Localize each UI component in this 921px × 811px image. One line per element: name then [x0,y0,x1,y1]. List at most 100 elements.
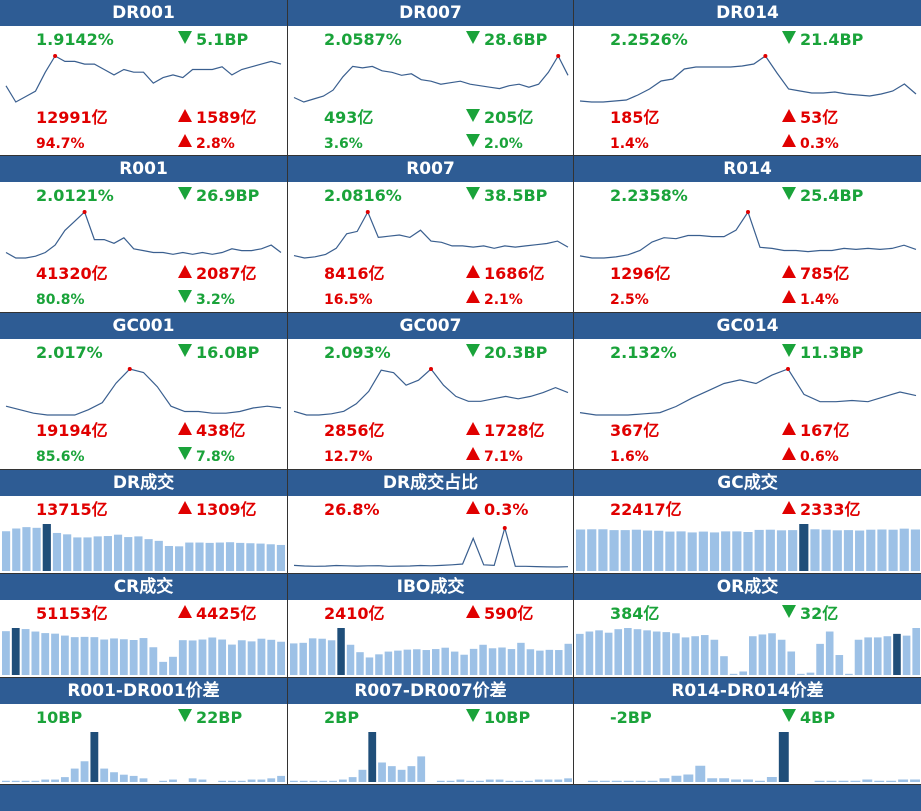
bar [290,780,298,782]
arrow-up-icon [782,265,796,278]
panel-row2-right: 785亿 [782,264,849,284]
bar [384,651,393,675]
series-line [293,210,569,259]
bar [743,532,753,571]
bar [564,643,572,675]
bar [185,542,194,571]
bar [709,532,720,571]
panel-row3-right: 2.1% [466,290,523,310]
bar [488,648,497,675]
panel-gc007-7: GC007 2.093% 20.3BP 2856亿 1728亿 12.7% 7.1% [287,313,573,470]
panel-row2-right-value: 785亿 [800,264,850,283]
panel-row1-right: 32亿 [782,604,838,624]
panel-title: R014 [574,156,921,182]
arrow-up-icon [466,265,480,278]
bar [485,779,494,782]
panel-row3-right: 1.4% [782,290,839,310]
panel-row3-left: 1.4% [610,136,649,152]
panel-ibo-13: IBO成交 2410亿 590亿 [287,574,573,678]
latest-point-marker [746,210,750,214]
bar [620,530,630,571]
bar [70,768,79,782]
bar [672,633,680,675]
arrow-down-icon [178,344,192,357]
bar [545,649,554,675]
bar [776,530,787,571]
bar [912,628,920,675]
panel-row3-left: 3.6% [324,136,363,152]
bar [564,778,572,782]
bar [671,775,682,782]
arrow-up-icon [782,134,796,147]
bar [119,639,128,675]
bar [479,644,487,675]
panel-r014-5: R014 2.2358% 25.4BP 1296亿 785亿 2.5% 1.4% [573,156,921,313]
bar [397,769,406,782]
bar [665,531,675,571]
bar [73,537,82,571]
bar [633,629,642,675]
panel-row1-left: 2.132% [610,343,677,362]
bar [814,780,825,782]
panel-row1-left: 22417亿 [610,500,682,519]
bar [886,780,897,782]
panel-row1-right-value: 2333亿 [800,500,861,519]
panel-r001-3: R001 2.0121% 26.9BP 41320亿 2087亿 80.8% 3.2% [0,156,287,313]
bar [555,650,563,675]
panel-title: IBO成交 [288,574,573,600]
panel-title: CR成交 [0,574,287,600]
bar [100,639,109,675]
bar [308,638,317,675]
panel-title: R001-DR001价差 [0,678,287,704]
bar [460,654,468,675]
bar [843,530,854,571]
panel-row3-right: 7.8% [178,447,235,467]
panel-row3-left: 12.7% [324,449,373,465]
bar [576,633,584,675]
panel-title: DR007 [288,0,573,26]
panel-row1-right-value: 20.3BP [484,343,548,362]
series-line [5,210,282,259]
panel-row3-right: 3.2% [178,290,235,310]
bar-highlight [337,628,345,675]
bar [888,529,898,571]
bar [266,544,275,571]
panel-chart [579,54,917,103]
bar [788,530,798,571]
panel-r007-dr007-16: R007-DR007价差 2BP 10BP [287,678,573,785]
panel-row3-right-value: 7.1% [484,449,523,465]
arrow-down-icon [782,605,796,618]
panel-row3-right: 2.8% [178,134,235,154]
arrow-up-icon [466,422,480,435]
arrow-down-icon [466,709,480,722]
panel-row3-right: 0.3% [782,134,839,154]
panel-row1-left: 13715亿 [36,500,108,519]
bar [710,639,719,675]
panel-row1-right-value: 16.0BP [196,343,260,362]
panel-row2-left: 493亿 [324,108,374,127]
panel-row1-left: 1.9142% [36,30,114,49]
bar [864,637,872,675]
bar [41,633,50,675]
bar [652,631,661,675]
panel-chart [579,210,917,259]
bar-highlight [42,524,51,571]
panel-row3-right-value: 3.2% [196,292,235,308]
bar [80,636,89,675]
bar [110,638,118,675]
bar [469,648,478,675]
bar [642,530,653,571]
panel-row1-right: 1309亿 [178,500,257,520]
panel-row1-right-value: 38.5BP [484,186,548,205]
panel-row3-left: 1.6% [610,449,649,465]
panel-row2-right-value: 1728亿 [484,421,545,440]
panel-title: DR成交 [0,470,287,496]
bar [237,640,246,675]
panel-chart [576,524,920,571]
bar [169,779,177,782]
bar [80,761,89,782]
bar [599,780,610,782]
panel-row1-right-value: 21.4BP [800,30,864,49]
series-line [579,210,917,259]
bar [198,779,207,782]
